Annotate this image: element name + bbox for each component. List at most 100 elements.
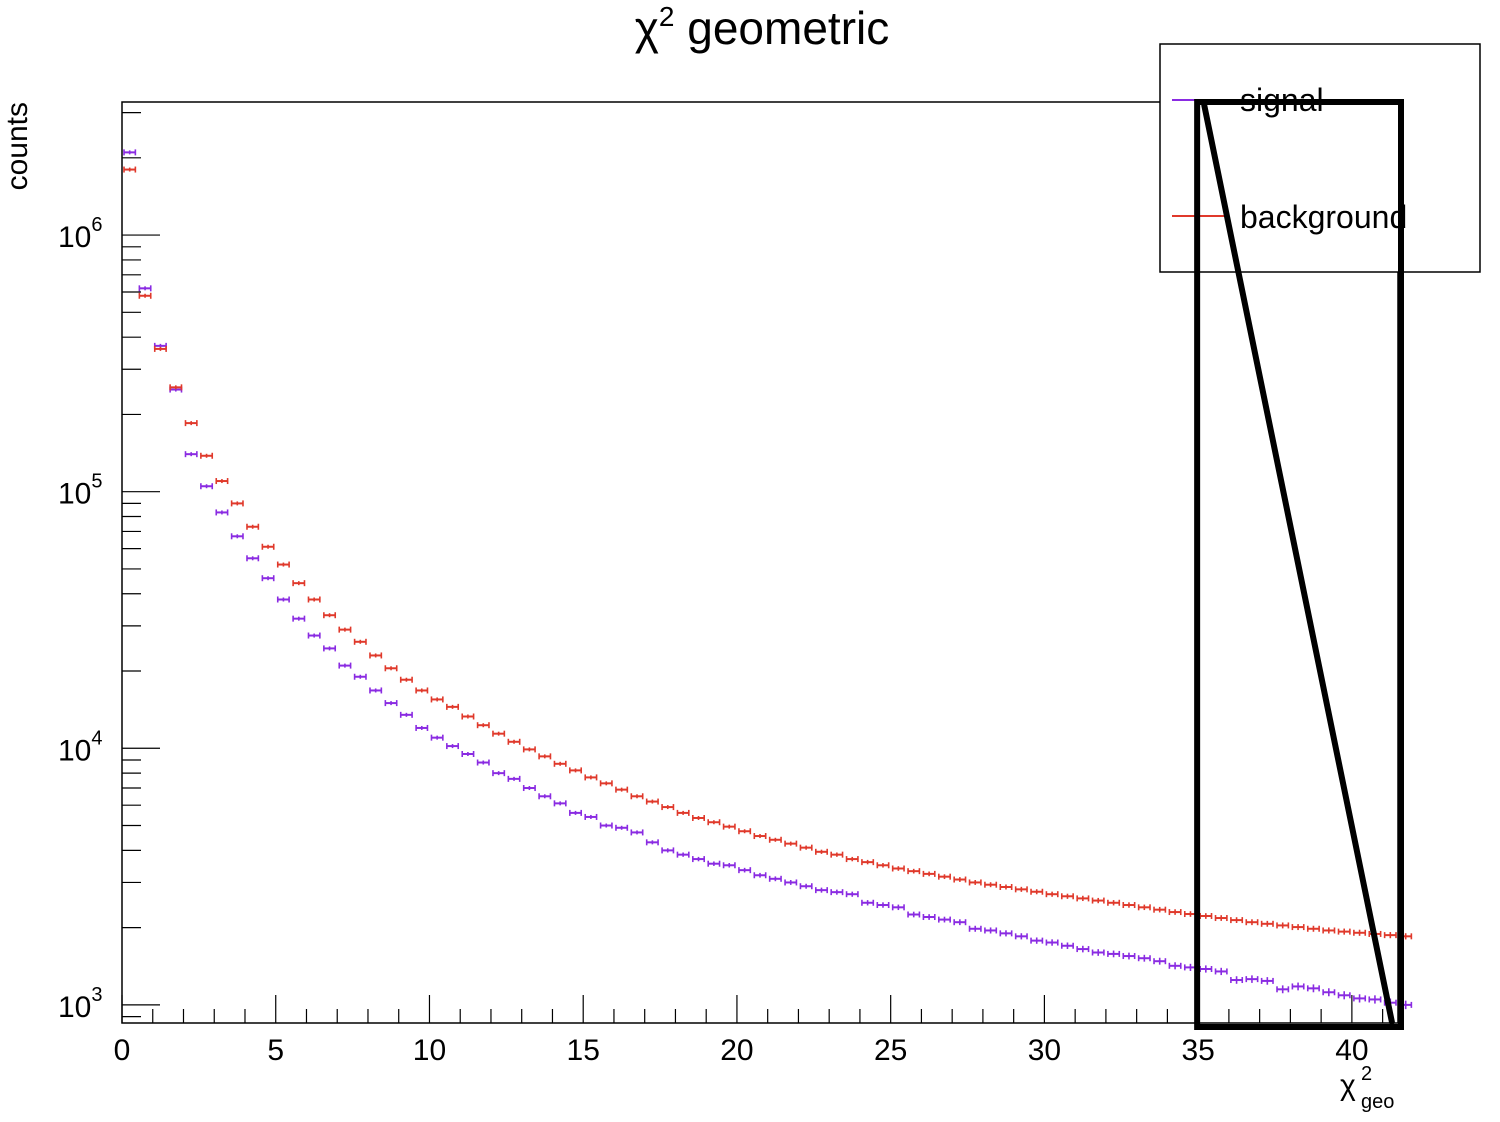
bin-background [692, 814, 705, 821]
bin-background [861, 859, 875, 866]
bin-background [153, 345, 167, 352]
x-tick-label: 35 [1181, 1034, 1214, 1067]
bin-background [246, 523, 260, 530]
bin-signal [553, 800, 567, 807]
bin-background [768, 836, 782, 843]
x-tick-label: 10 [413, 1034, 446, 1067]
bin-background [876, 862, 890, 869]
bin-signal [1337, 991, 1351, 1000]
bin-signal [384, 700, 398, 707]
bin-background [323, 612, 337, 619]
bin-signal [138, 285, 152, 292]
bin-signal [1291, 982, 1305, 991]
x-tick-label: 40 [1335, 1034, 1368, 1067]
bin-signal [1214, 967, 1228, 976]
bin-signal [569, 809, 583, 816]
bin-background [1153, 906, 1167, 913]
bin-signal [1245, 975, 1259, 983]
bin-signal [830, 889, 844, 896]
bin-signal [768, 875, 782, 882]
bin-background [1168, 909, 1182, 916]
x-axis: 0 5 10 15 20 25 30 35 40 [114, 995, 1384, 1067]
bin-signal [538, 793, 552, 800]
bin-signal [1230, 976, 1244, 984]
bin-signal [707, 860, 721, 867]
bin-signal [476, 759, 490, 766]
bin-signal [630, 829, 644, 836]
x-tick-label: 15 [567, 1034, 600, 1067]
bin-background [784, 840, 798, 847]
bin-signal [1276, 985, 1290, 994]
bin-background [430, 696, 444, 703]
bin-signal [1153, 957, 1167, 965]
bin-background [722, 823, 736, 830]
bin-signal [1199, 965, 1213, 973]
bin-background [937, 873, 951, 880]
y-axis: 103 104 105 106 [58, 112, 160, 1024]
bin-background [968, 879, 982, 886]
bin-signal [661, 847, 675, 854]
bin-signal [753, 872, 767, 879]
bin-background [1245, 919, 1259, 926]
bin-signal [492, 770, 506, 777]
bin-background [799, 844, 813, 851]
bin-signal [953, 919, 967, 926]
bin-signal [353, 673, 367, 680]
bin-background [1137, 904, 1151, 911]
bin-background [261, 543, 275, 550]
bin-background [1230, 917, 1244, 924]
bin-signal [522, 785, 536, 792]
bin-signal [645, 839, 659, 846]
bin-background [1030, 888, 1044, 895]
bin-signal [184, 451, 198, 458]
bin-background [661, 804, 675, 811]
bin-background [922, 870, 936, 877]
bin-background [384, 665, 398, 672]
legend-box [1159, 43, 1481, 273]
bin-signal [200, 483, 214, 490]
bin-background [845, 856, 859, 863]
bin-background [1276, 922, 1290, 929]
bin-background [584, 774, 598, 781]
x-axis-label: χ 2 geo [1340, 1063, 1394, 1113]
series-layer [123, 149, 1413, 1010]
bin-background [984, 881, 998, 888]
bin-background [907, 868, 921, 875]
bin-signal [338, 662, 352, 669]
legend-background-label: background [1240, 199, 1407, 235]
bin-signal [1076, 945, 1090, 953]
bin-background [1199, 913, 1213, 920]
bin-background [215, 478, 229, 485]
bin-background [338, 626, 352, 633]
bin-background [1122, 902, 1136, 909]
bin-background [138, 292, 152, 299]
bin-background [815, 848, 828, 855]
y-axis-label: counts [1, 102, 34, 190]
bin-background [830, 851, 844, 858]
x-tick-label: 5 [267, 1034, 284, 1067]
bin-signal [968, 925, 982, 932]
y-tick-label: 106 [58, 214, 103, 254]
bin-background [399, 676, 413, 683]
bin-background [1353, 929, 1367, 936]
bin-signal [1322, 988, 1336, 997]
bin-signal [307, 632, 321, 639]
bin-signal [584, 813, 598, 820]
series-background [123, 166, 1413, 940]
bin-background [1383, 932, 1397, 939]
bin-background [569, 767, 583, 774]
bin-signal [692, 856, 705, 863]
bin-signal [1045, 939, 1059, 946]
bin-background [615, 786, 629, 793]
x-tick-label: 0 [114, 1034, 131, 1067]
bin-background [353, 638, 367, 645]
bin-signal [861, 899, 875, 906]
bin-signal [1260, 977, 1274, 985]
bin-signal [461, 750, 475, 757]
bin-background [753, 833, 767, 840]
bin-signal [215, 509, 229, 516]
bin-signal [123, 149, 137, 156]
bin-signal [276, 596, 290, 603]
bin-signal [1368, 995, 1382, 1004]
bin-background [538, 753, 552, 760]
